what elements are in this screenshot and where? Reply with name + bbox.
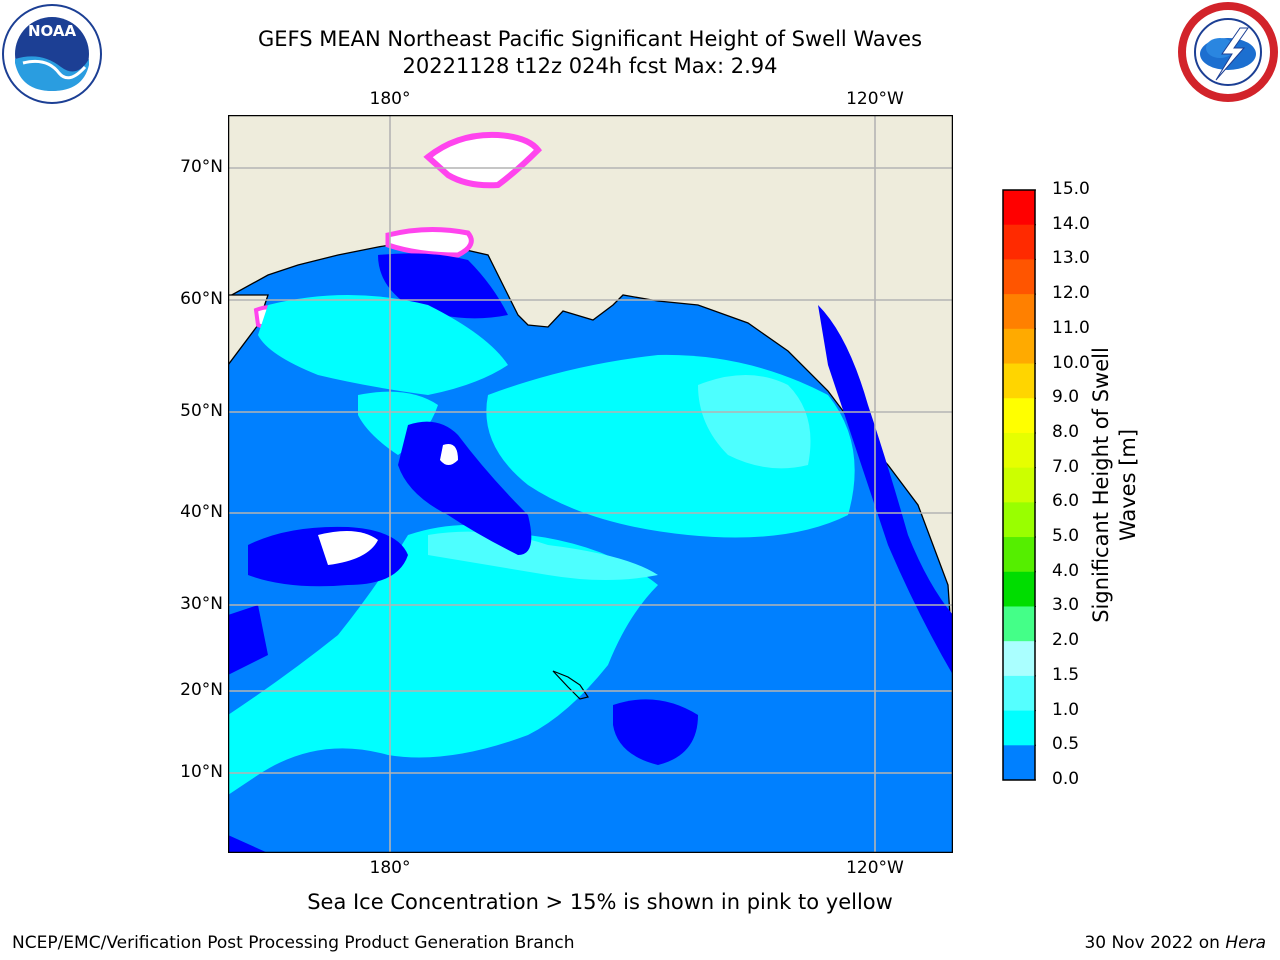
lat-label-30: 30°N: [180, 594, 223, 614]
swell-cyan-south: [228, 525, 658, 795]
lat-label-20: 20°N: [180, 680, 223, 700]
map: [228, 115, 953, 853]
ice-bering: [385, 226, 474, 258]
colorbar-tick-label: 11.0: [1052, 317, 1090, 338]
noaa-logo-text: NOAA: [28, 22, 77, 40]
noaa-logo: NOAA: [2, 4, 102, 104]
colorbar-segment: [1003, 467, 1035, 503]
colorbar-segment: [1003, 641, 1035, 677]
ice-chukchi: [423, 131, 542, 189]
colorbar-tick-label: 4.0: [1052, 560, 1080, 581]
lat-label-70: 70°N: [180, 157, 223, 177]
map-border: [228, 115, 953, 853]
colorbar-segment: [1003, 606, 1035, 642]
colorbar-tick-label: 7.0: [1052, 456, 1080, 477]
colorbar-segment: [1003, 432, 1035, 469]
lon-label-top-120w: 120°W: [846, 89, 904, 109]
swell-cyan-nw: [258, 295, 508, 395]
lon-label-top-180: 180°: [369, 89, 411, 109]
swell-lightcyan-east: [698, 375, 811, 469]
colorbar-segment: [1003, 190, 1035, 226]
graticule: [228, 115, 953, 853]
swell-cyan-mid: [358, 391, 438, 455]
colorbar-tick-label: 12.0: [1052, 283, 1090, 304]
colorbar-segment: [1003, 537, 1035, 573]
colorbar-tick-label: 9.0: [1052, 387, 1080, 408]
hawaii: [552, 670, 589, 700]
colorbar-segment: [1003, 259, 1035, 295]
footer-date-text: 30 Nov 2022 on: [1084, 933, 1226, 953]
lat-label-10: 10°N: [180, 762, 223, 782]
ocean-deep-coast: [818, 305, 953, 675]
colorbar-title-line1: Significant Height of Swell: [1089, 347, 1113, 623]
colorbar-segment: [1003, 294, 1035, 330]
colorbar-tick-label: 5.0: [1052, 526, 1080, 547]
colorbar-tick-label: 1.5: [1052, 664, 1080, 685]
chart-subtitle: 20221128 t12z 024h fcst Max: 2.94: [402, 54, 778, 78]
swell-lightcyan-band: [428, 531, 658, 580]
colorbar-segment: [1003, 363, 1035, 399]
colorbar-segment: [1003, 502, 1035, 538]
lat-label-40: 40°N: [180, 502, 223, 522]
sea-ice-note: Sea Ice Concentration > 15% is shown in …: [307, 890, 893, 914]
ocean-deep-edge: [228, 605, 268, 675]
lat-label-50: 50°N: [180, 401, 223, 421]
colorbar-tick-label: 10.0: [1052, 352, 1090, 373]
footer-host: Hera: [1225, 933, 1266, 953]
colorbar-tick-label: 13.0: [1052, 248, 1090, 269]
colorbar-tick-label: 0.0: [1052, 769, 1080, 789]
colorbar-tick-label: 8.0: [1052, 421, 1080, 442]
colorbar-tick-label: 0.5: [1052, 734, 1080, 755]
colorbar-segment: [1003, 710, 1035, 746]
footer-credit: NCEP/EMC/Verification Post Processing Pr…: [12, 933, 575, 953]
colorbar-border: [1002, 189, 1036, 781]
colorbar-tick-label: 14.0: [1052, 213, 1090, 234]
colorbar-segment: [1003, 398, 1035, 434]
footer-date: 30 Nov 2022 on Hera: [1084, 933, 1266, 953]
colorbar: [1002, 189, 1036, 781]
colorbar-title: Significant Height of Swell Waves [m]: [1088, 347, 1142, 623]
ocean-deep-south: [613, 699, 698, 765]
colorbar-segment: [1003, 745, 1035, 781]
colorbar-segment: [1003, 675, 1035, 712]
colorbar-segment: [1003, 571, 1035, 607]
colorbar-segment: [1003, 328, 1035, 365]
lon-label-bottom-120w: 120°W: [846, 858, 904, 878]
colorbar-tick-label: 3.0: [1052, 595, 1080, 616]
colorbar-tick-label: 15.0: [1052, 179, 1090, 199]
lat-label-60: 60°N: [180, 289, 223, 309]
colorbar-segment: [1003, 224, 1035, 260]
colorbar-tick-label: 1.0: [1052, 699, 1080, 720]
ocean-deep-midpacific: [398, 421, 532, 555]
colorbar-tick-label: 2.0: [1052, 630, 1080, 651]
lon-label-bottom-180: 180°: [369, 858, 411, 878]
chart-title: GEFS MEAN Northeast Pacific Significant …: [257, 27, 923, 51]
no-data-west: [318, 531, 378, 565]
colorbar-title-line2: Waves [m]: [1116, 428, 1140, 542]
nws-logo: [1178, 2, 1278, 102]
no-data-mid: [440, 444, 458, 465]
colorbar-tick-label: 6.0: [1052, 491, 1080, 512]
